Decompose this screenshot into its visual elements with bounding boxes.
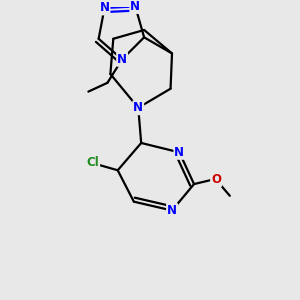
Text: N: N (117, 53, 127, 66)
Text: N: N (167, 204, 177, 217)
Text: O: O (211, 173, 221, 186)
Text: N: N (133, 101, 143, 114)
Text: Cl: Cl (86, 156, 99, 170)
Text: N: N (174, 146, 184, 159)
Text: N: N (130, 0, 140, 13)
Text: N: N (100, 2, 110, 14)
